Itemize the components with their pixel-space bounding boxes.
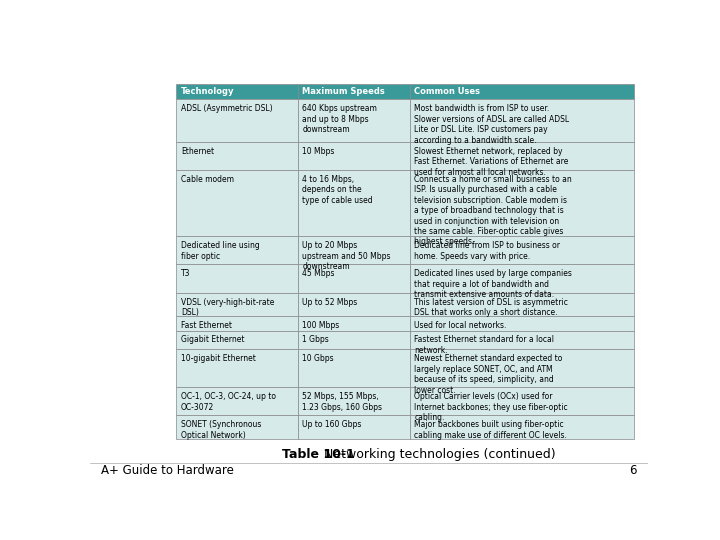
Bar (298, 415, 410, 439)
Text: Cable modem: Cable modem (181, 175, 234, 184)
Bar (298, 99, 410, 142)
Bar (176, 142, 298, 170)
Text: Table 10-1: Table 10-1 (282, 448, 354, 461)
Text: Most bandwidth is from ISP to user.
Slower versions of ADSL are called ADSL
Lite: Most bandwidth is from ISP to user. Slow… (414, 104, 570, 145)
Bar (298, 330, 410, 349)
Bar (176, 293, 298, 316)
Text: 640 Kbps upstream
and up to 8 Mbps
downstream: 640 Kbps upstream and up to 8 Mbps downs… (302, 104, 377, 134)
Bar (298, 265, 410, 293)
Bar (176, 265, 298, 293)
Text: Slowest Ethernet network, replaced by
Fast Ethernet. Variations of Ethernet are
: Slowest Ethernet network, replaced by Fa… (414, 147, 569, 177)
Bar (410, 330, 634, 349)
Bar (410, 99, 634, 142)
Text: Up to 20 Mbps
upstream and 50 Mbps
downstream: Up to 20 Mbps upstream and 50 Mbps downs… (302, 241, 391, 271)
Text: ADSL (Asymmetric DSL): ADSL (Asymmetric DSL) (181, 104, 273, 113)
Text: This latest version of DSL is asymmetric
DSL that works only a short distance.: This latest version of DSL is asymmetric… (414, 298, 568, 317)
Bar (410, 236, 634, 265)
Bar (176, 99, 298, 142)
Text: Dedicated line using
fiber optic: Dedicated line using fiber optic (181, 241, 260, 260)
Bar (176, 330, 298, 349)
Bar (298, 349, 410, 387)
Text: 6: 6 (629, 464, 637, 477)
Bar (176, 387, 298, 415)
Text: Fastest Ethernet standard for a local
network.: Fastest Ethernet standard for a local ne… (414, 335, 554, 355)
Text: Newest Ethernet standard expected to
largely replace SONET, OC, and ATM
because : Newest Ethernet standard expected to lar… (414, 354, 563, 395)
Bar (410, 349, 634, 387)
Text: Used for local networks.: Used for local networks. (414, 321, 507, 330)
Bar (410, 142, 634, 170)
Text: Fast Ethernet: Fast Ethernet (181, 321, 232, 330)
Bar (410, 415, 634, 439)
Bar (176, 316, 298, 330)
Text: Maximum Speeds: Maximum Speeds (302, 87, 385, 96)
Text: 10 Gbps: 10 Gbps (302, 354, 334, 363)
Bar (176, 84, 298, 99)
Bar (298, 236, 410, 265)
Text: OC-1, OC-3, OC-24, up to
OC-3072: OC-1, OC-3, OC-24, up to OC-3072 (181, 392, 276, 411)
Bar (176, 236, 298, 265)
Text: Ethernet: Ethernet (181, 147, 214, 156)
Text: Technology: Technology (181, 87, 235, 96)
Text: Optical Carrier levels (OCx) used for
Internet backbones; they use fiber-optic
c: Optical Carrier levels (OCx) used for In… (414, 392, 568, 422)
Text: SONET (Synchronous
Optical Network): SONET (Synchronous Optical Network) (181, 421, 261, 440)
Text: VDSL (very-high-bit-rate
DSL): VDSL (very-high-bit-rate DSL) (181, 298, 274, 317)
Bar (298, 142, 410, 170)
Bar (410, 316, 634, 330)
Bar (410, 293, 634, 316)
Text: Networking technologies (continued): Networking technologies (continued) (320, 448, 555, 461)
Bar (410, 84, 634, 99)
Bar (298, 84, 410, 99)
Bar (176, 349, 298, 387)
Text: Dedicated lines used by large companies
that require a lot of bandwidth and
tran: Dedicated lines used by large companies … (414, 269, 572, 299)
Text: Major backbones built using fiber-optic
cabling make use of different OC levels.: Major backbones built using fiber-optic … (414, 421, 567, 440)
Text: 52 Mbps, 155 Mbps,
1.23 Gbps, 160 Gbps: 52 Mbps, 155 Mbps, 1.23 Gbps, 160 Gbps (302, 392, 382, 411)
Bar (410, 265, 634, 293)
Text: Up to 160 Gbps: Up to 160 Gbps (302, 421, 361, 429)
Text: Gigabit Ethernet: Gigabit Ethernet (181, 335, 245, 345)
Text: T3: T3 (181, 269, 191, 279)
Text: Dedicated line from ISP to business or
home. Speeds vary with price.: Dedicated line from ISP to business or h… (414, 241, 560, 260)
Text: 10 Mbps: 10 Mbps (302, 147, 335, 156)
Bar (410, 387, 634, 415)
Text: 4 to 16 Mbps,
depends on the
type of cable used: 4 to 16 Mbps, depends on the type of cab… (302, 175, 373, 205)
Bar (298, 293, 410, 316)
Bar (410, 170, 634, 236)
Bar (176, 170, 298, 236)
Text: 100 Mbps: 100 Mbps (302, 321, 339, 330)
Text: 45 Mbps: 45 Mbps (302, 269, 335, 279)
Text: Connects a home or small business to an
ISP. Is usually purchased with a cable
t: Connects a home or small business to an … (414, 175, 572, 246)
Text: Common Uses: Common Uses (414, 87, 480, 96)
Bar (298, 170, 410, 236)
Bar (298, 387, 410, 415)
Bar (298, 316, 410, 330)
Bar (176, 415, 298, 439)
Text: 1 Gbps: 1 Gbps (302, 335, 329, 345)
Text: A+ Guide to Hardware: A+ Guide to Hardware (101, 464, 234, 477)
Text: 10-gigabit Ethernet: 10-gigabit Ethernet (181, 354, 256, 363)
Text: Up to 52 Mbps: Up to 52 Mbps (302, 298, 357, 307)
